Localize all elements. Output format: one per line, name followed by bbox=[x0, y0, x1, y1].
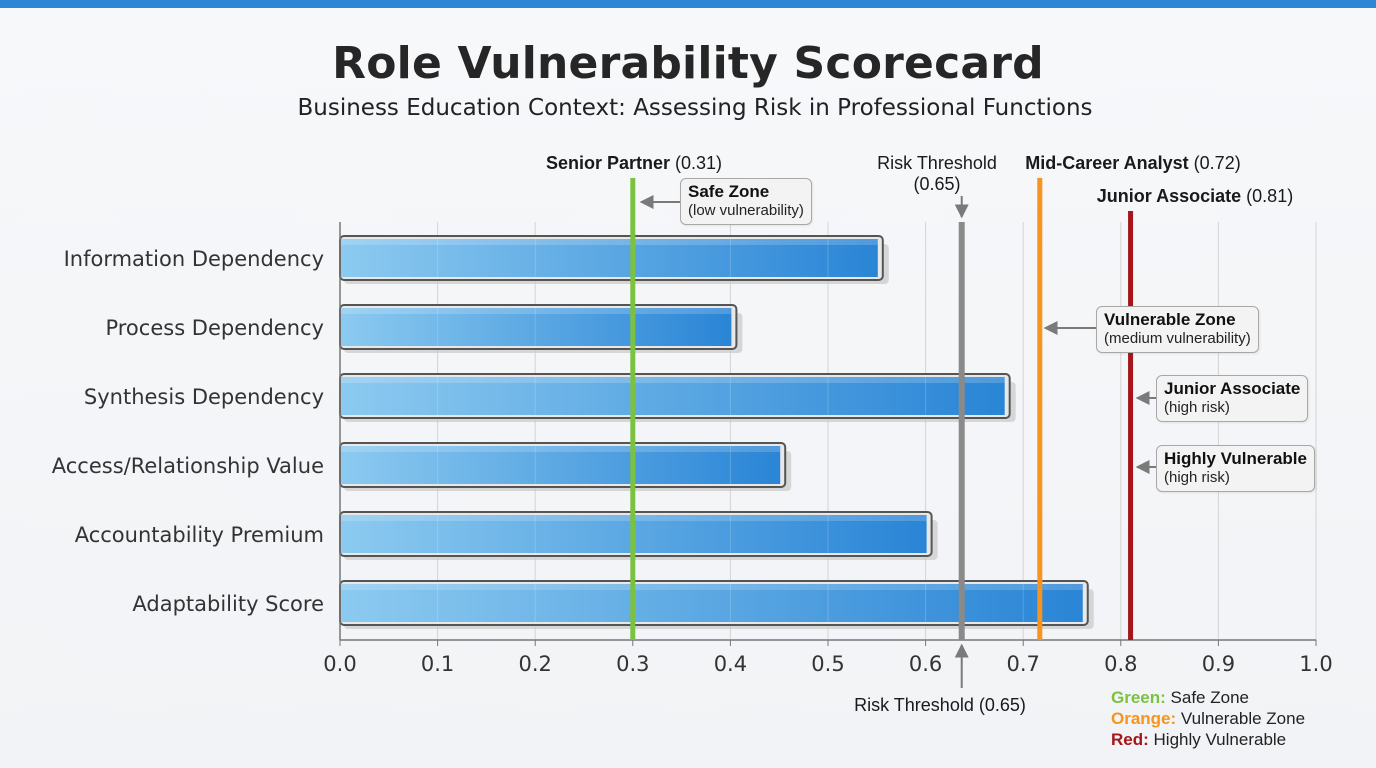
legend-key-highly-vulnerable: Red: bbox=[1111, 730, 1149, 749]
legend-key-vulnerable: Orange: bbox=[1111, 709, 1177, 728]
risk-threshold-bottom-label: Risk Threshold (0.65) bbox=[854, 695, 1026, 715]
legend-item-highly-vulnerable: Red: Highly Vulnerable bbox=[1111, 729, 1305, 750]
callout-junior-associate-sub: (high risk) bbox=[1164, 399, 1230, 416]
top-accent-bar bbox=[0, 0, 1376, 8]
reference-label-risk-threshold: Risk Threshold (0.65) bbox=[877, 153, 997, 194]
chart-subtitle: Business Education Context: Assessing Ri… bbox=[297, 95, 1093, 121]
chart-title: Role Vulnerability Scorecard bbox=[332, 38, 1044, 89]
bar-fill bbox=[341, 239, 878, 277]
bar bbox=[339, 580, 1094, 629]
callout-safe-zone-sub: (low vulnerability) bbox=[688, 202, 804, 219]
category-label: Information Dependency bbox=[64, 247, 324, 271]
x-tick-label: 0.8 bbox=[1104, 652, 1137, 676]
x-tick-label: 0.7 bbox=[1006, 652, 1039, 676]
callout-vulnerable-zone-title: Vulnerable Zone bbox=[1104, 310, 1236, 329]
callout-junior-associate: Junior Associate (high risk) bbox=[1156, 375, 1309, 422]
x-tick-label: 0.3 bbox=[616, 652, 649, 676]
callout-safe-zone-title: Safe Zone bbox=[688, 182, 770, 201]
x-tick-label: 0.9 bbox=[1202, 652, 1235, 676]
bar-highlight bbox=[341, 446, 781, 452]
bar-fill bbox=[341, 446, 781, 484]
bar-fill bbox=[341, 308, 732, 346]
callout-safe-zone: Safe Zone (low vulnerability) bbox=[680, 178, 812, 225]
legend-key-safe: Green: bbox=[1111, 688, 1166, 707]
x-tick-label: 0.1 bbox=[421, 652, 454, 676]
x-tick-label: 0.6 bbox=[909, 652, 942, 676]
x-tick-label: 1.0 bbox=[1299, 652, 1332, 676]
x-tick-label: 0.4 bbox=[714, 652, 747, 676]
category-label: Adaptability Score bbox=[132, 592, 324, 616]
callout-highly-vulnerable: Highly Vulnerable (high risk) bbox=[1156, 445, 1315, 492]
x-tick-label: 0.2 bbox=[518, 652, 551, 676]
bar-fill bbox=[341, 377, 1005, 415]
bar-highlight bbox=[341, 377, 1005, 383]
reference-label-senior-partner: Senior Partner (0.31) bbox=[546, 153, 722, 173]
callout-highly-vulnerable-title: Highly Vulnerable bbox=[1164, 449, 1307, 468]
bar-highlight bbox=[341, 584, 1083, 590]
bar bbox=[339, 235, 889, 284]
bar bbox=[339, 373, 1016, 422]
legend-text-vulnerable: Vulnerable Zone bbox=[1180, 709, 1306, 728]
legend-item-vulnerable: Orange: Vulnerable Zone bbox=[1111, 708, 1305, 729]
category-label: Access/Relationship Value bbox=[52, 454, 324, 478]
callout-junior-associate-title: Junior Associate bbox=[1164, 379, 1301, 398]
callout-vulnerable-zone-sub: (medium vulnerability) bbox=[1104, 330, 1251, 347]
legend-item-safe: Green: Safe Zone bbox=[1111, 687, 1305, 708]
reference-label-junior-associate: Junior Associate (0.81) bbox=[1097, 186, 1293, 206]
category-label: Accountability Premium bbox=[75, 523, 324, 547]
reference-label-mid-career-analyst: Mid-Career Analyst (0.72) bbox=[1025, 153, 1240, 173]
x-tick-label: 0.0 bbox=[323, 652, 356, 676]
bar bbox=[339, 304, 743, 353]
x-tick-label: 0.5 bbox=[811, 652, 844, 676]
callout-highly-vulnerable-sub: (high risk) bbox=[1164, 469, 1230, 486]
bar-highlight bbox=[341, 308, 732, 314]
bar bbox=[339, 442, 792, 491]
legend-text-safe: Safe Zone bbox=[1170, 688, 1249, 707]
legend: Green: Safe Zone Orange: Vulnerable Zone… bbox=[1111, 687, 1305, 750]
bar bbox=[339, 511, 938, 560]
bar-highlight bbox=[341, 239, 878, 245]
category-label: Process Dependency bbox=[105, 316, 324, 340]
callout-vulnerable-zone: Vulnerable Zone (medium vulnerability) bbox=[1096, 306, 1259, 353]
legend-text-highly-vulnerable: Highly Vulnerable bbox=[1153, 730, 1287, 749]
category-label: Synthesis Dependency bbox=[84, 385, 324, 409]
